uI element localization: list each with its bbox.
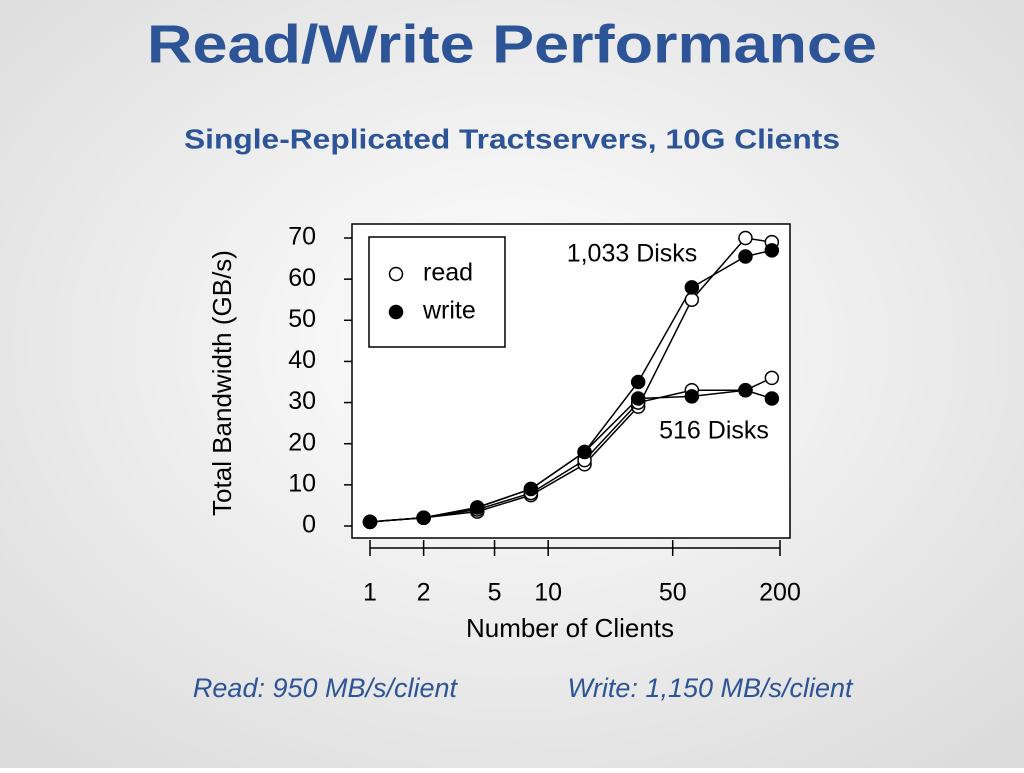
data-point [416, 510, 431, 526]
legend-label: read [423, 259, 473, 287]
footer-read: Read: 950 MB/s/client [193, 673, 459, 703]
data-point [738, 230, 753, 246]
data-point [684, 280, 700, 295]
x-tick-label: 2 [417, 579, 431, 607]
y-tick-label: 20 [288, 428, 316, 456]
subtitle: Single-Replicated Tractservers, 10G Clie… [184, 123, 840, 154]
legend-marker [388, 304, 404, 320]
data-point [764, 243, 780, 258]
data-point [470, 500, 485, 515]
data-point [577, 444, 592, 460]
title: Read/Write Performance [147, 14, 877, 74]
x-tick-label: 10 [534, 579, 562, 607]
data-point [630, 374, 646, 390]
y-tick-label: 10 [288, 469, 316, 497]
data-point [362, 514, 378, 530]
data-point [684, 389, 700, 404]
y-tick-label: 40 [288, 346, 316, 374]
annotation: 516 Disks [659, 417, 769, 445]
data-point [764, 391, 780, 406]
x-axis-label: Number of Clients [466, 613, 674, 643]
footer-write: Write: 1,150 MB/s/client [567, 673, 854, 703]
legend-marker [388, 266, 404, 282]
x-tick-label: 200 [759, 579, 801, 607]
y-tick-label: 50 [288, 305, 316, 333]
annotation: 1,033 Disks [567, 240, 698, 268]
x-tick-label: 50 [659, 579, 687, 607]
data-point [523, 481, 539, 497]
y-tick-label: 60 [288, 264, 316, 292]
y-tick-label: 0 [302, 511, 316, 539]
y-axis-label: Total Bandwidth (GB/s) [207, 250, 237, 516]
data-point [684, 292, 700, 307]
y-tick-label: 30 [288, 387, 316, 415]
x-tick-label: 1 [363, 579, 377, 607]
data-point [764, 370, 780, 386]
x-tick-label: 5 [488, 579, 502, 607]
legend-box [368, 236, 506, 348]
data-point [738, 382, 753, 398]
data-point [630, 391, 646, 406]
y-tick-label: 70 [288, 223, 316, 251]
data-point [738, 249, 753, 264]
legend-label: write [422, 297, 476, 325]
